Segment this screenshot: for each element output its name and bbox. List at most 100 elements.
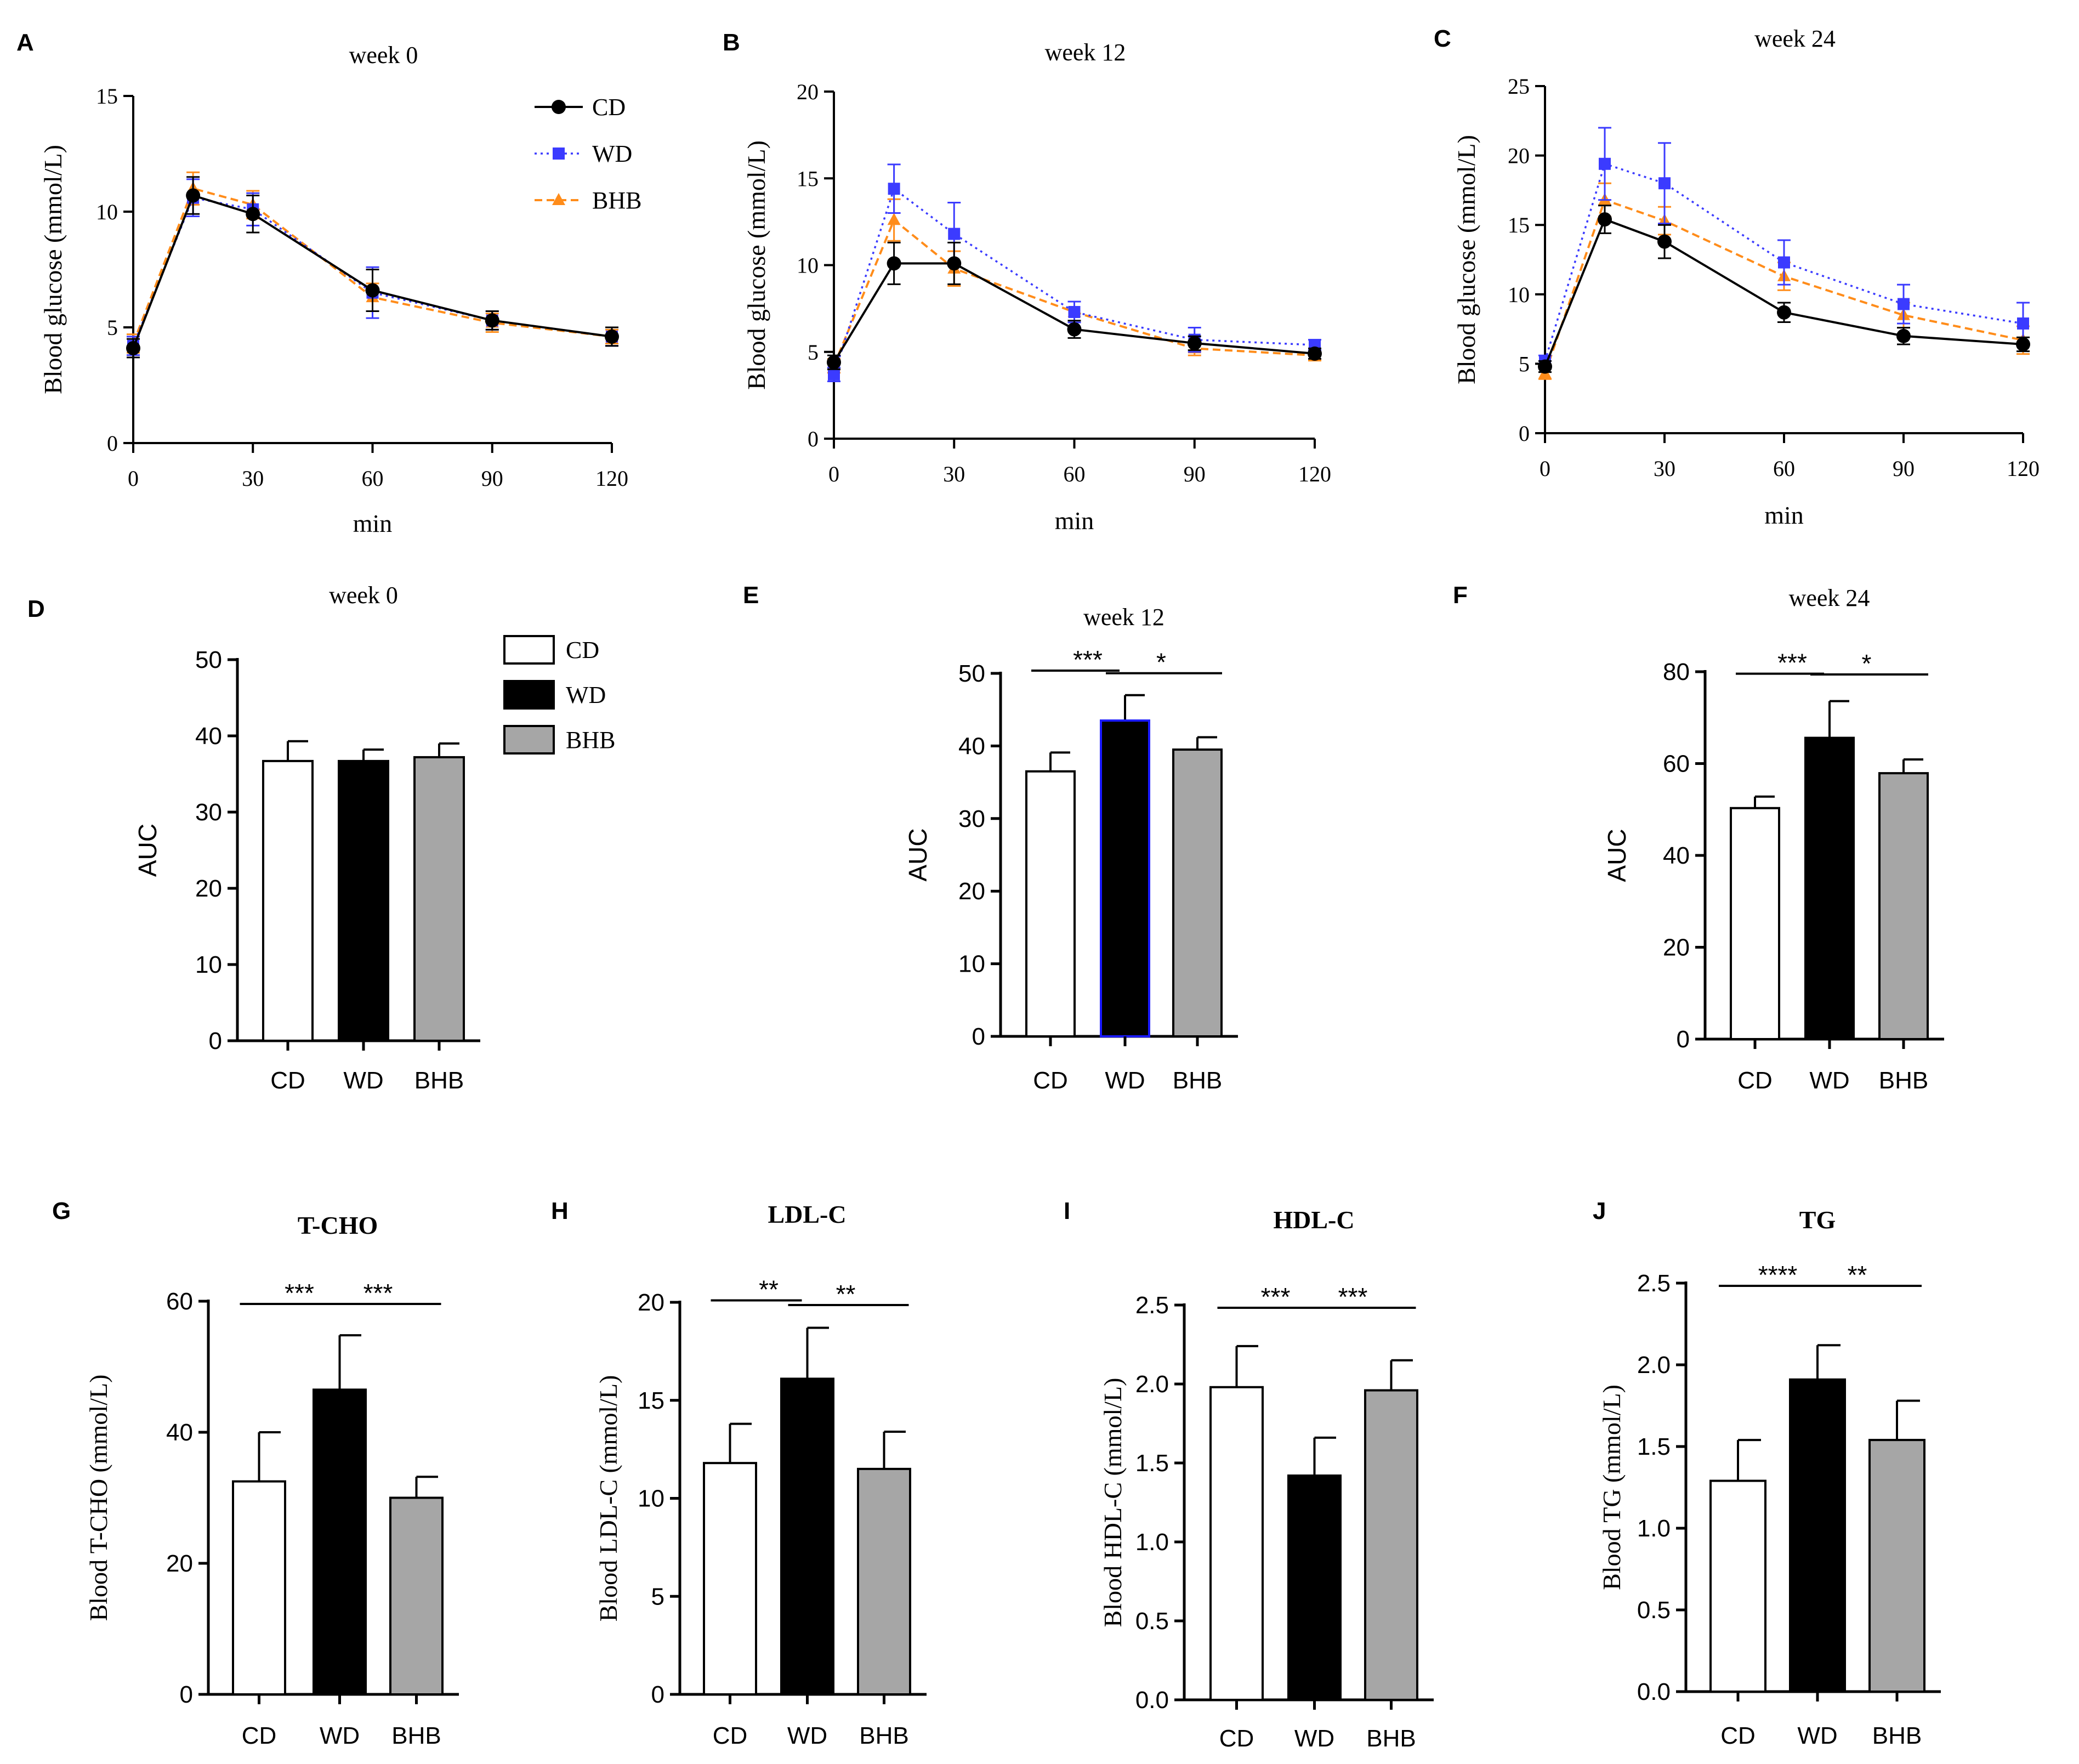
x-axis-label: min (353, 509, 393, 537)
y-tick-label: 0.0 (1135, 1687, 1169, 1714)
y-tick-label: 1.0 (1135, 1529, 1169, 1556)
legend-swatch-cd (503, 635, 555, 665)
y-tick-label: 20 (166, 1550, 193, 1577)
y-tick-label: 40 (195, 723, 222, 750)
y-axis-label: AUC (1603, 829, 1631, 882)
category-label-cd: CD (1219, 1725, 1254, 1752)
y-tick-label: 0 (209, 1028, 222, 1054)
data-point-wd (1898, 298, 1910, 310)
legend-label-wd: WD (592, 140, 632, 167)
panel-letter: G (52, 1198, 71, 1224)
significance-label: * (1862, 649, 1872, 678)
data-point-cd (552, 100, 566, 114)
x-axis-label: min (1055, 507, 1094, 535)
series-wd (1538, 127, 2030, 367)
series-line-cd (1544, 218, 2024, 367)
data-point-wd (828, 368, 840, 381)
y-tick-label: 5 (1519, 351, 1530, 376)
data-point-wd (1778, 256, 1790, 269)
significance-label: ** (759, 1275, 779, 1303)
category-label-wd: WD (320, 1722, 360, 1749)
bar-cd (1025, 770, 1076, 1037)
data-point-wd (1599, 157, 1611, 170)
x-axis-label: min (1764, 501, 1804, 529)
y-tick-label: 1.5 (1637, 1433, 1671, 1460)
series-wd (127, 178, 618, 356)
bar-cd (703, 1462, 757, 1695)
data-point-wd (553, 148, 565, 160)
category-label-bhb: BHB (859, 1722, 908, 1749)
category-label-cd: CD (1737, 1067, 1773, 1094)
y-tick-label: 1.0 (1637, 1515, 1671, 1542)
bar-chart-j: J TG 0.0 0.5 1.0 1.5 2.0 2.5 Blood TG (mmol/L) CD… (1593, 1198, 1941, 1749)
bar-wd (338, 759, 389, 1042)
data-point-wd (888, 183, 900, 195)
data-point-cd (1187, 336, 1202, 350)
category-label-cd: CD (1720, 1722, 1756, 1749)
x-tick-label: 0 (128, 466, 139, 491)
chart-title: LDL-C (768, 1200, 846, 1228)
series-line-cd (132, 194, 612, 349)
data-point-cd (1538, 359, 1552, 374)
bar-chart-g: G T-CHO 0 20 40 60 Blood T-CHO (mmol/L) CD WD BHB… (52, 1198, 459, 1749)
category-label-bhb: BHB (1879, 1067, 1928, 1094)
y-tick-label: 60 (166, 1288, 193, 1315)
category-label-bhb: BHB (1872, 1722, 1922, 1749)
data-point-cd (1598, 212, 1612, 227)
data-point-cd (1777, 305, 1791, 320)
data-point-cd (186, 188, 201, 203)
significance-label: *** (1073, 645, 1103, 674)
y-tick-label: 20 (1508, 144, 1530, 168)
data-point-cd (365, 283, 380, 298)
y-axis-label: Blood glucose (mmol/L) (39, 145, 67, 394)
bar-bhb (857, 1467, 911, 1695)
x-tick-label: 60 (1773, 456, 1795, 481)
x-tick-label: 30 (943, 462, 965, 486)
y-axis-label: Blood HDL-C (mmol/L) (1099, 1378, 1127, 1627)
chart-title: week 24 (1789, 585, 1870, 611)
bar-wd (780, 1377, 834, 1696)
x-tick-label: 30 (242, 466, 264, 491)
series-cd (126, 176, 619, 359)
category-label-cd: CD (1033, 1067, 1068, 1094)
y-tick-label: 0 (180, 1681, 193, 1708)
bar-wd (1100, 719, 1150, 1038)
x-tick-label: 90 (481, 466, 503, 491)
y-tick-label: 5 (651, 1583, 664, 1610)
significance-label: *** (1777, 649, 1807, 677)
legend-label-cd: CD (566, 637, 599, 663)
x-tick-label: 0 (1540, 456, 1550, 481)
data-point-wd (2017, 317, 2029, 330)
series-line-bhb (833, 218, 1315, 366)
data-point-wd (948, 228, 961, 240)
panel-letter: A (16, 29, 34, 56)
y-tick-label: 0.5 (1637, 1597, 1671, 1624)
series-line-cd (833, 262, 1315, 363)
data-point-cd (246, 207, 260, 222)
y-tick-label: 10 (195, 951, 222, 978)
y-tick-label: 40 (166, 1419, 193, 1446)
data-point-wd (1068, 305, 1081, 318)
category-label-bhb: BHB (391, 1722, 441, 1749)
chart-title: week 0 (329, 582, 398, 609)
y-tick-label: 10 (96, 200, 118, 224)
y-axis-label: Blood glucose (mmol/L) (742, 140, 770, 390)
y-tick-label: 20 (797, 80, 819, 104)
category-label-bhb: BHB (1173, 1067, 1222, 1094)
y-tick-label: 0.5 (1135, 1608, 1169, 1635)
category-label-wd: WD (787, 1722, 827, 1749)
panel-letter: H (551, 1198, 569, 1224)
category-label-wd: WD (1294, 1725, 1334, 1752)
legend-label-cd: CD (592, 94, 626, 121)
data-point-cd (126, 341, 140, 355)
y-tick-label: 40 (1663, 842, 1690, 869)
series-cd (1538, 205, 2030, 374)
chart-title: HDL-C (1273, 1206, 1354, 1234)
bar-bhb (389, 1496, 444, 1695)
data-point-cd (485, 313, 499, 328)
significance-label: *** (1261, 1283, 1291, 1311)
